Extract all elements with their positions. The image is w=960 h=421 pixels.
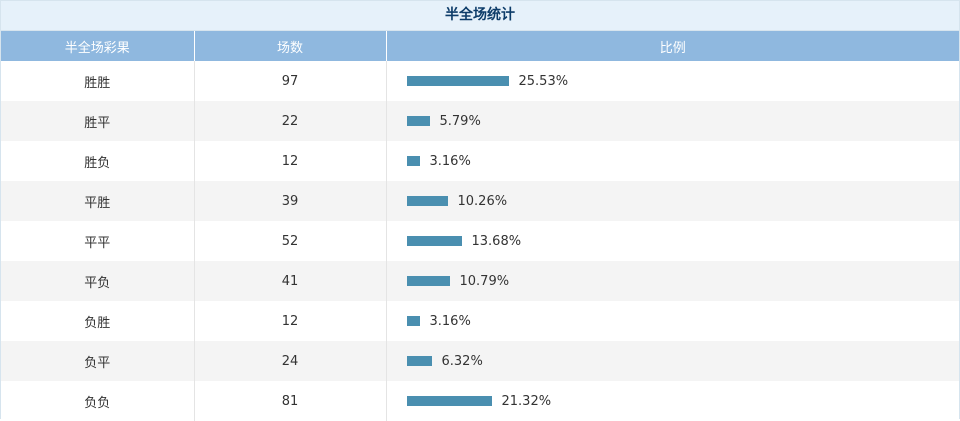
result-cell: 胜平	[1, 101, 195, 141]
ratio-label: 3.16%	[429, 313, 471, 329]
count-cell: 24	[194, 341, 387, 381]
result-cell: 平胜	[1, 181, 195, 221]
count-cell: 39	[194, 181, 387, 221]
result-cell: 负平	[1, 341, 195, 381]
ratio-cell: 10.79%	[386, 261, 959, 301]
result-cell: 负负	[1, 381, 195, 421]
table-row: 胜胜 97 25.53%	[1, 61, 959, 101]
table-row: 胜平 22 5.79%	[1, 101, 959, 141]
ratio-label: 25.53%	[518, 73, 569, 89]
ratio-label: 10.79%	[459, 273, 510, 289]
table-row: 平胜 39 10.26%	[1, 181, 959, 221]
ratio-bar	[406, 76, 509, 86]
count-cell: 12	[194, 301, 387, 341]
table-row: 负胜 12 3.16%	[1, 301, 959, 341]
table-header-row: 半全场彩果 场数 比例	[1, 31, 959, 61]
result-cell: 胜胜	[1, 61, 195, 101]
result-cell: 平负	[1, 261, 195, 301]
ratio-bar	[406, 276, 450, 286]
result-cell: 负胜	[1, 301, 195, 341]
table-row: 胜负 12 3.16%	[1, 141, 959, 181]
count-cell: 12	[194, 141, 387, 181]
column-header-ratio: 比例	[386, 31, 959, 61]
ratio-label: 13.68%	[471, 233, 522, 249]
ratio-cell: 13.68%	[386, 221, 959, 261]
ratio-label: 10.26%	[457, 193, 508, 209]
stats-table: 半全场彩果 场数 比例 胜胜 97 25.53% 胜平 22 5.79% 胜负 …	[1, 31, 959, 421]
ratio-cell: 25.53%	[386, 61, 959, 101]
ratio-cell: 3.16%	[386, 301, 959, 341]
ratio-bar	[406, 236, 462, 246]
ratio-bar	[406, 396, 492, 406]
ratio-cell: 21.32%	[386, 381, 959, 421]
ratio-bar	[406, 116, 430, 126]
ratio-label: 5.79%	[439, 113, 481, 129]
ratio-label: 3.16%	[429, 153, 471, 169]
ratio-bar	[406, 196, 448, 206]
count-cell: 81	[194, 381, 387, 421]
ratio-cell: 5.79%	[386, 101, 959, 141]
count-cell: 97	[194, 61, 387, 101]
result-cell: 胜负	[1, 141, 195, 181]
result-cell: 平平	[1, 221, 195, 261]
column-header-result: 半全场彩果	[1, 31, 195, 61]
ratio-label: 21.32%	[501, 393, 552, 409]
ratio-bar	[406, 156, 420, 166]
ratio-cell: 6.32%	[386, 341, 959, 381]
table-row: 平平 52 13.68%	[1, 221, 959, 261]
column-header-count: 场数	[194, 31, 387, 61]
ratio-bar	[406, 356, 432, 366]
count-cell: 52	[194, 221, 387, 261]
count-cell: 41	[194, 261, 387, 301]
table-row: 平负 41 10.79%	[1, 261, 959, 301]
table-row: 负平 24 6.32%	[1, 341, 959, 381]
ratio-cell: 10.26%	[386, 181, 959, 221]
count-cell: 22	[194, 101, 387, 141]
ratio-cell: 3.16%	[386, 141, 959, 181]
ratio-bar	[406, 316, 420, 326]
panel-title: 半全场统计	[1, 1, 959, 31]
ratio-label: 6.32%	[441, 353, 483, 369]
table-row: 负负 81 21.32%	[1, 381, 959, 421]
